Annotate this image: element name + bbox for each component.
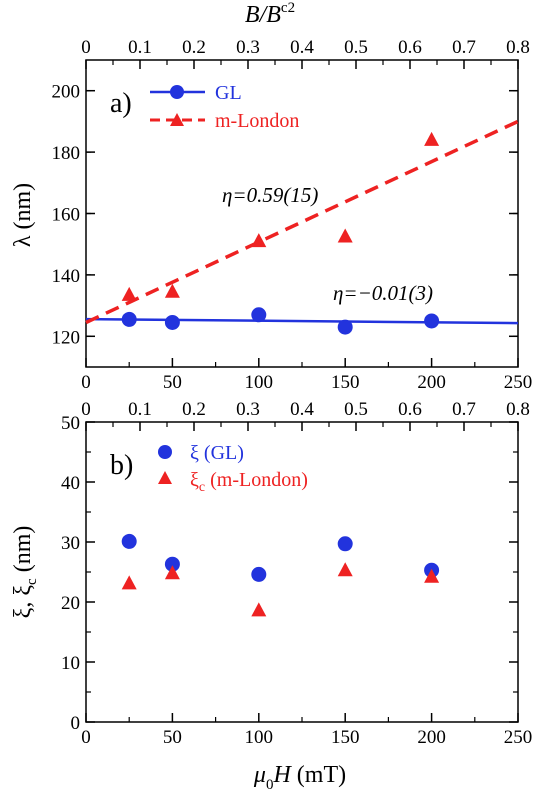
- legend-a: GL m-London: [150, 82, 299, 132]
- a-top-tick-label: 0.4: [290, 37, 314, 58]
- panel-b-frame: [85, 421, 519, 723]
- a-xtick-label: 0: [81, 372, 91, 393]
- a-ytick-label: 200: [52, 82, 81, 103]
- a-top-tick-label: 0.2: [182, 37, 206, 58]
- legend-xi-c-label: ξc (m-London): [190, 469, 308, 495]
- a-fit-line-1: [85, 119, 519, 325]
- panel-b-xlabel: μ0H (mT): [253, 762, 346, 793]
- a-ytick-label: 160: [52, 205, 81, 226]
- b-point-1-0: [121, 575, 137, 590]
- b-top-tick-label: 0.1: [128, 399, 152, 420]
- panel-b-label: b): [110, 450, 133, 481]
- b-top-tick-label: 0.2: [182, 399, 206, 420]
- b-point-0-3: [337, 536, 353, 552]
- b-top-tick-label: 0.8: [506, 399, 530, 420]
- a-xtick-label: 50: [163, 372, 182, 393]
- legend-xi-gl-label: ξ (GL): [190, 442, 244, 464]
- b-ytick-label: 50: [61, 413, 80, 434]
- a-point-0-0: [121, 311, 137, 327]
- annotation-eta-london: η=0.59(15): [222, 183, 318, 207]
- panel-a-label: a): [110, 88, 132, 119]
- a-point-0-4: [424, 313, 440, 329]
- legend-xi-gl-marker: [158, 445, 172, 459]
- a-point-1-1: [164, 283, 180, 298]
- a-point-1-0: [121, 286, 137, 301]
- b-top-tick-label: 0: [81, 399, 91, 420]
- legend-gl-label: GL: [215, 82, 242, 104]
- a-xtick-label: 100: [245, 372, 274, 393]
- a-point-0-3: [337, 319, 353, 335]
- b-top-tick-label: 0.5: [344, 399, 368, 420]
- a-ytick-label: 120: [52, 327, 81, 348]
- b-xtick-label: 50: [163, 727, 182, 748]
- a-top-tick-label: 0.5: [344, 37, 368, 58]
- a-point-1-2: [251, 233, 267, 248]
- legend-b: ξ (GL) ξc (m-London): [158, 442, 308, 495]
- b-point-1-1: [164, 565, 180, 580]
- b-point-1-2: [251, 602, 267, 617]
- b-ytick-label: 40: [61, 473, 80, 494]
- b-point-1-3: [337, 562, 353, 577]
- a-point-1-3: [337, 228, 353, 243]
- legend-london-marker: [170, 113, 184, 126]
- b-xtick-label: 0: [81, 727, 91, 748]
- b-xtick-label: 100: [245, 727, 274, 748]
- b-xtick-label: 250: [504, 727, 533, 748]
- b-ytick-label: 10: [61, 653, 80, 674]
- b-point-0-2: [251, 566, 267, 582]
- top-axis-title: B/Bc2: [245, 0, 295, 28]
- b-xtick-label: 150: [331, 727, 360, 748]
- a-ytick-label: 180: [52, 143, 81, 164]
- legend-gl-marker: [170, 85, 184, 99]
- a-top-tick-label: 0.1: [128, 37, 152, 58]
- a-xtick-label: 150: [331, 372, 360, 393]
- b-ytick-label: 20: [61, 593, 80, 614]
- panel-b-ylabel: ξ, ξc (nm): [10, 526, 40, 619]
- b-top-tick-label: 0.7: [452, 399, 476, 420]
- a-xtick-label: 250: [504, 372, 533, 393]
- b-top-tick-label: 0.6: [398, 399, 422, 420]
- a-top-tick-label: 0.3: [236, 37, 260, 58]
- b-ytick-label: 30: [61, 533, 80, 554]
- a-point-1-4: [424, 131, 440, 146]
- a-fit-line-0: [85, 317, 519, 325]
- b-top-tick-label: 0.4: [290, 399, 314, 420]
- legend-london-label: m-London: [215, 110, 299, 132]
- b-top-tick-label: 0.3: [236, 399, 260, 420]
- a-top-tick-label: 0.7: [452, 37, 476, 58]
- a-point-0-2: [251, 307, 267, 323]
- annotation-eta-gl: η=−0.01(3): [333, 281, 433, 305]
- b-ytick-label: 0: [71, 713, 81, 734]
- legend-xi-c-marker: [158, 471, 172, 484]
- panel-a: 0 50 100 150 200 250 0 0.1 0.2 0.3 0.4 0.5 0.6 0.7 0.8…: [10, 37, 532, 393]
- a-xtick-label: 200: [417, 372, 446, 393]
- b-xtick-label: 200: [417, 727, 446, 748]
- panel-a-ylabel: λ (nm): [10, 183, 36, 247]
- a-top-tick-label: 0: [81, 37, 91, 58]
- a-point-0-1: [164, 314, 180, 330]
- a-top-tick-label: 0.6: [398, 37, 422, 58]
- b-point-0-0: [121, 533, 137, 549]
- a-ytick-label: 140: [52, 266, 81, 287]
- b-point-1-4: [424, 568, 440, 583]
- a-top-tick-label: 0.8: [506, 37, 530, 58]
- b-point-0-1: [164, 556, 180, 572]
